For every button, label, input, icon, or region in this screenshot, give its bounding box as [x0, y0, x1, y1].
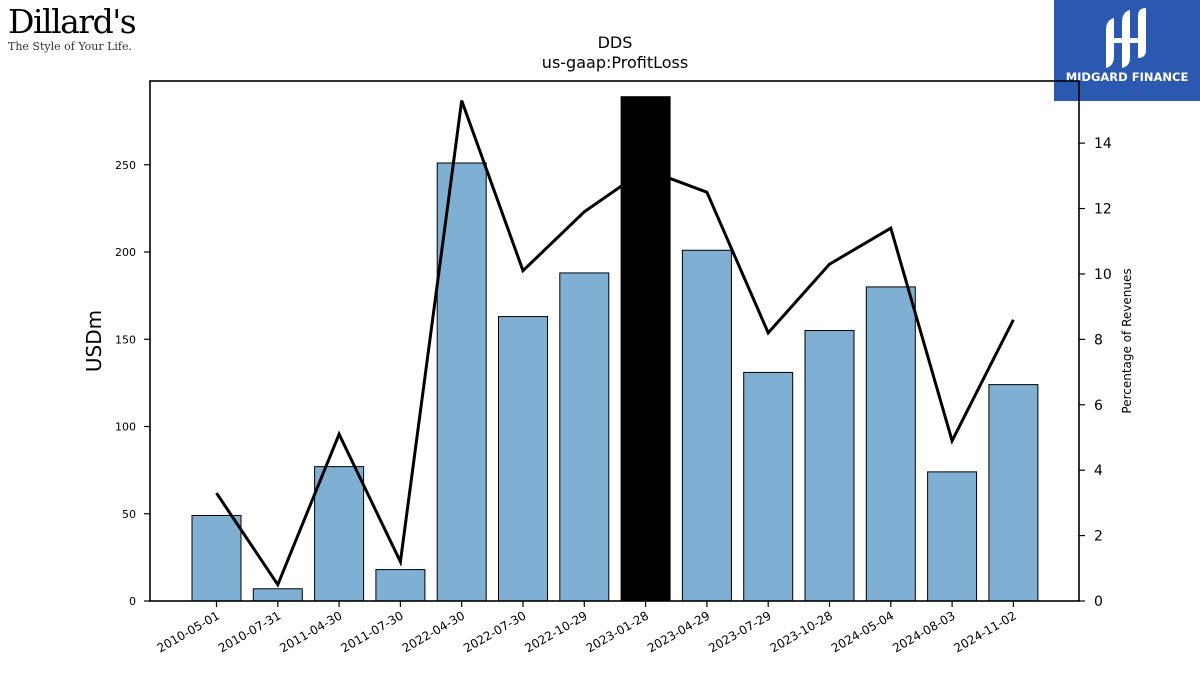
percentage-line	[215, 100, 1015, 588]
bar	[865, 286, 916, 602]
logo-name: MIDGARD FINANCE	[1065, 70, 1189, 84]
y2-tick-label: 6	[1094, 398, 1103, 414]
x-tick-label: 2024-05-04	[829, 608, 896, 655]
y-tick-label: 200	[115, 246, 136, 259]
y2-tick-label: 12	[1094, 202, 1112, 218]
x-axis-ticks: 2010-05-012010-07-312011-04-302011-07-30…	[155, 601, 1019, 655]
bar	[252, 588, 303, 602]
midgard-emblem-icon	[1106, 8, 1146, 68]
y-tick-label: 100	[115, 421, 136, 434]
y2-axis-ticks: 0 2 4 6 8 10 12 14	[1079, 136, 1112, 610]
bar	[314, 466, 365, 602]
y2-tick-label: 8	[1094, 332, 1103, 348]
y2-tick-label: 0	[1094, 594, 1103, 610]
x-tick-label: 2024-08-03	[890, 608, 957, 655]
bar	[559, 272, 610, 602]
chart-subtitle: us-gaap:ProfitLoss	[542, 53, 688, 72]
x-tick-label: 2023-07-29	[706, 608, 773, 655]
x-tick-label: 2011-07-30	[338, 608, 405, 655]
bar	[988, 384, 1039, 602]
y-tick-label: 0	[129, 595, 136, 608]
bar	[498, 316, 548, 602]
chart-title: DDS	[598, 33, 633, 52]
x-tick-label: 2023-01-28	[584, 608, 651, 655]
logo-tagline: The Style of Your Life.	[8, 40, 132, 53]
x-tick-label: 2024-11-02	[951, 608, 1018, 655]
bar	[191, 514, 242, 602]
x-tick-label: 2023-10-28	[768, 608, 835, 655]
bar	[681, 249, 732, 602]
y-tick-label: 50	[122, 508, 136, 521]
bar	[927, 471, 978, 602]
x-tick-label: 2011-04-30	[277, 608, 344, 655]
y-axis-ticks: 0 50 100 150 200 250	[115, 159, 150, 608]
y-tick-label: 150	[115, 333, 136, 346]
x-tick-label: 2023-04-29	[645, 608, 712, 655]
plot-frame	[149, 80, 1080, 602]
dillards-logo: Dillard's The Style of Your Life.	[6, 2, 146, 58]
x-tick-label: 2022-10-29	[522, 608, 589, 655]
y-tick-label: 250	[115, 159, 136, 172]
y-axis-label: USDm	[82, 310, 106, 372]
percentage-line-series	[215, 100, 1015, 588]
bar	[804, 330, 855, 602]
x-tick-label: 2010-05-01	[155, 608, 222, 655]
y2-tick-label: 4	[1094, 463, 1103, 479]
bar	[436, 162, 487, 602]
x-tick-label: 2010-07-31	[216, 608, 283, 655]
x-tick-label: 2022-04-30	[400, 608, 467, 655]
bar-series	[191, 96, 1039, 602]
y2-axis-label: Percentage of Revenues	[1120, 268, 1134, 413]
highlighted-bar	[620, 96, 671, 602]
bar	[743, 371, 794, 602]
y2-tick-label: 10	[1094, 267, 1112, 283]
bar	[375, 569, 426, 602]
y2-tick-label: 14	[1094, 136, 1112, 152]
logo-wordmark: Dillard's	[8, 2, 137, 41]
x-tick-label: 2022-07-30	[461, 608, 528, 655]
y2-tick-label: 2	[1094, 529, 1103, 545]
